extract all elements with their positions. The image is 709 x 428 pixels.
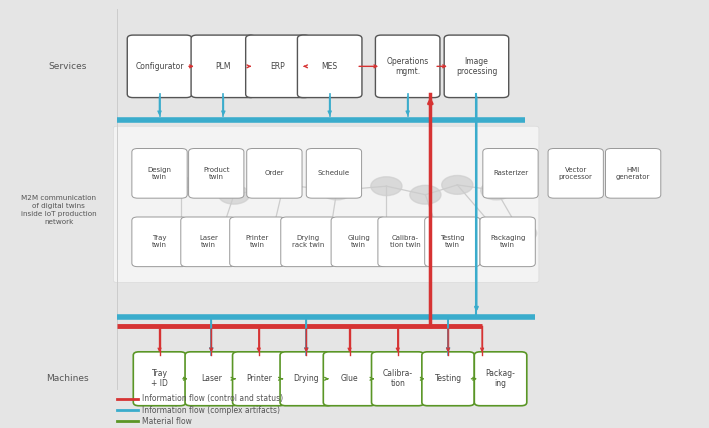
- Text: Information flow (complex artifacts): Information flow (complex artifacts): [142, 405, 280, 415]
- Circle shape: [165, 177, 196, 196]
- FancyBboxPatch shape: [605, 149, 661, 198]
- Text: Services: Services: [48, 62, 86, 71]
- Circle shape: [321, 181, 352, 200]
- FancyBboxPatch shape: [480, 217, 535, 267]
- FancyBboxPatch shape: [230, 217, 285, 267]
- FancyBboxPatch shape: [425, 217, 480, 267]
- Text: Drying: Drying: [294, 374, 319, 383]
- Text: Drying
rack twin: Drying rack twin: [292, 235, 325, 248]
- FancyBboxPatch shape: [444, 35, 509, 98]
- FancyBboxPatch shape: [128, 35, 191, 98]
- Text: Testing
twin: Testing twin: [440, 235, 464, 248]
- Text: Laser: Laser: [201, 374, 222, 383]
- Circle shape: [424, 227, 455, 246]
- Text: Calibra-
tion twin: Calibra- tion twin: [390, 235, 421, 248]
- FancyBboxPatch shape: [422, 352, 474, 406]
- Text: Design
twin: Design twin: [147, 167, 172, 180]
- FancyBboxPatch shape: [378, 217, 433, 267]
- FancyBboxPatch shape: [246, 35, 311, 98]
- Text: Testing: Testing: [435, 374, 462, 383]
- FancyBboxPatch shape: [483, 149, 538, 198]
- FancyBboxPatch shape: [247, 149, 302, 198]
- Text: Configurator: Configurator: [135, 62, 184, 71]
- FancyBboxPatch shape: [181, 217, 236, 267]
- Text: Laser
twin: Laser twin: [199, 235, 218, 248]
- Text: Image
processing: Image processing: [456, 56, 497, 76]
- Circle shape: [314, 227, 345, 246]
- FancyBboxPatch shape: [191, 35, 256, 98]
- FancyBboxPatch shape: [185, 352, 238, 406]
- Circle shape: [268, 175, 299, 194]
- Circle shape: [481, 221, 512, 240]
- FancyBboxPatch shape: [323, 352, 376, 406]
- Circle shape: [506, 224, 537, 243]
- Circle shape: [165, 221, 196, 240]
- FancyBboxPatch shape: [133, 352, 186, 406]
- FancyBboxPatch shape: [280, 352, 333, 406]
- FancyBboxPatch shape: [233, 352, 285, 406]
- Text: Operations
mgmt.: Operations mgmt.: [386, 56, 429, 76]
- Circle shape: [257, 221, 289, 240]
- Text: Tray
twin: Tray twin: [152, 235, 167, 248]
- Text: Information flow (control and status): Information flow (control and status): [142, 394, 283, 404]
- Text: Vector
processor: Vector processor: [559, 167, 593, 180]
- Text: Machines: Machines: [46, 374, 89, 383]
- Circle shape: [442, 175, 473, 194]
- FancyBboxPatch shape: [298, 35, 362, 98]
- Text: Printer: Printer: [246, 374, 272, 383]
- Text: M2M communication
of digital twins
inside IoT production
network: M2M communication of digital twins insid…: [21, 195, 96, 225]
- Circle shape: [204, 228, 235, 247]
- Text: Packag-
ing: Packag- ing: [486, 369, 515, 389]
- FancyBboxPatch shape: [548, 149, 603, 198]
- Text: PLM: PLM: [216, 62, 231, 71]
- Circle shape: [410, 185, 441, 204]
- Text: Packaging
twin: Packaging twin: [490, 235, 525, 248]
- Circle shape: [371, 221, 402, 240]
- Text: Tray
+ ID: Tray + ID: [151, 369, 168, 389]
- Text: ERP: ERP: [271, 62, 285, 71]
- FancyBboxPatch shape: [372, 352, 424, 406]
- Circle shape: [371, 177, 402, 196]
- Text: Material flow: Material flow: [142, 416, 191, 426]
- Text: Product
twin: Product twin: [203, 167, 230, 180]
- FancyBboxPatch shape: [113, 126, 539, 282]
- Text: Gluing
twin: Gluing twin: [347, 235, 370, 248]
- Circle shape: [481, 181, 512, 200]
- FancyBboxPatch shape: [331, 217, 386, 267]
- Text: Order: Order: [264, 170, 284, 176]
- FancyBboxPatch shape: [306, 149, 362, 198]
- Text: HMI
generator: HMI generator: [616, 167, 650, 180]
- FancyBboxPatch shape: [132, 217, 187, 267]
- Text: Printer
twin: Printer twin: [246, 235, 269, 248]
- Text: MES: MES: [322, 62, 337, 71]
- FancyBboxPatch shape: [281, 217, 336, 267]
- FancyBboxPatch shape: [132, 149, 187, 198]
- FancyBboxPatch shape: [189, 149, 244, 198]
- Text: Calibra-
tion: Calibra- tion: [383, 369, 413, 389]
- Text: Rasterizer: Rasterizer: [493, 170, 528, 176]
- FancyBboxPatch shape: [376, 35, 440, 98]
- Text: Schedule: Schedule: [318, 170, 350, 176]
- Circle shape: [218, 185, 250, 204]
- Text: Glue: Glue: [341, 374, 358, 383]
- FancyBboxPatch shape: [474, 352, 527, 406]
